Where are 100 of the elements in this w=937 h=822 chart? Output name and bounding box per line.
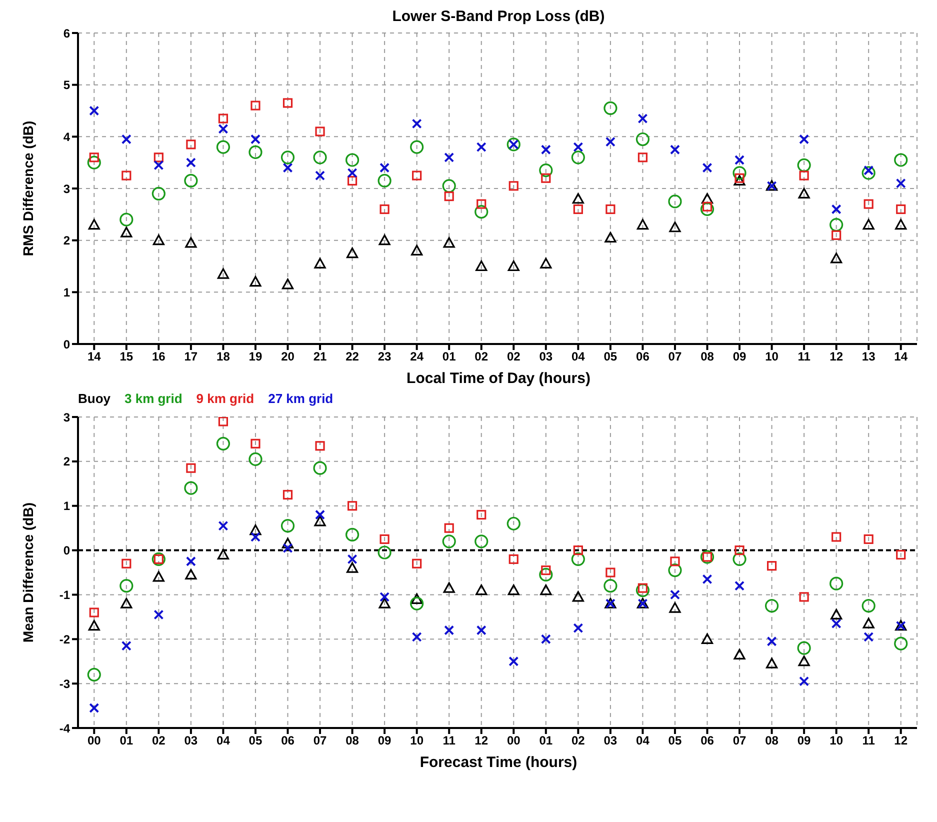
point [315,126,325,136]
point [412,170,422,180]
point [380,204,390,214]
x-tick-label: 12 [474,734,488,748]
point [830,576,844,590]
point [315,170,326,181]
point [120,579,134,593]
point [282,538,294,548]
point [832,532,842,542]
point [702,162,712,173]
x-tick-label: 24 [410,350,424,364]
x-tick-label: 05 [248,734,262,748]
point [248,452,262,466]
point [411,593,423,604]
point [250,134,260,144]
point [442,179,456,193]
point [314,516,326,526]
y-tick-label: 3 [63,410,70,424]
point [799,676,810,686]
point [89,106,100,116]
y-tick-label: 6 [63,26,70,40]
point [734,174,746,186]
x-tick-label: 04 [216,734,230,748]
point [186,463,196,473]
point [700,202,714,216]
x-tick-label: 08 [765,734,779,748]
point [89,703,100,714]
x-tick-label: 12 [830,350,844,364]
x-tick-label: 00 [506,734,521,748]
point [670,590,680,600]
point [668,563,682,578]
y-axis-title: RMS Difference (dB) [20,120,36,256]
point [539,568,553,582]
point [895,218,907,230]
point [122,170,132,180]
point [896,204,906,214]
point [314,258,326,268]
point [218,520,228,531]
point [894,153,908,167]
point [670,144,680,155]
point [154,610,164,620]
point [185,237,197,248]
point [573,204,583,214]
point [734,154,745,165]
point [573,142,584,152]
y-tick-label: 0 [63,544,70,558]
point [315,510,326,520]
point [540,144,551,155]
point [732,552,746,566]
point [443,237,455,248]
point [734,545,744,556]
point [766,658,778,668]
y-tick-label: 5 [63,78,70,92]
point [412,558,422,568]
point [410,596,424,610]
y-tick-label: -2 [59,632,70,646]
y-tick-label: 1 [63,499,70,514]
point [474,205,488,219]
point [217,548,230,560]
x-tick-label: 06 [700,734,714,748]
point [606,568,616,578]
point [378,546,392,560]
point [798,188,810,198]
point [442,534,456,548]
x-axis-title: Forecast Time (hours) [418,754,578,771]
point [668,194,682,208]
point [474,534,488,548]
point [701,633,714,644]
point [378,234,390,246]
point [638,152,648,162]
point [347,554,358,564]
point [250,438,260,448]
point [347,501,358,511]
x-tick-label: 05 [604,350,618,364]
x-tick-label: 09 [732,350,747,364]
point [152,186,166,200]
x-tick-label: 03 [539,350,553,364]
x-tick-label: 04 [636,734,650,748]
point [701,193,714,204]
point [604,101,618,115]
point [378,174,392,188]
point [345,153,360,167]
x-axis-title: Local Time of Day (hours) [406,370,592,387]
y-tick-label: -3 [59,676,70,691]
point [572,193,584,204]
point [250,100,260,110]
y-tick-label: 3 [63,182,70,196]
point [799,134,810,144]
point [476,142,486,152]
point [248,145,262,160]
point [120,598,132,608]
point [89,608,99,618]
point [636,218,649,230]
point [832,230,842,240]
x-tick-label: 19 [248,350,262,364]
x-tick-label: 10 [830,734,844,748]
x-tick-label: 06 [281,734,295,748]
point [313,461,327,475]
point [830,608,842,620]
point [120,226,132,238]
